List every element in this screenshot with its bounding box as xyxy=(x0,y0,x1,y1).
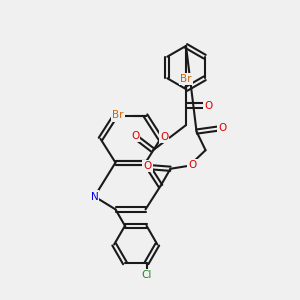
Text: N: N xyxy=(91,191,98,202)
Text: O: O xyxy=(160,132,168,142)
Text: O: O xyxy=(204,100,213,111)
Text: Br: Br xyxy=(180,74,192,84)
Text: O: O xyxy=(188,160,197,170)
Text: O: O xyxy=(131,131,139,141)
Text: Br: Br xyxy=(112,110,124,121)
Text: Cl: Cl xyxy=(141,270,152,280)
Text: O: O xyxy=(143,161,152,171)
Text: O: O xyxy=(218,123,226,133)
